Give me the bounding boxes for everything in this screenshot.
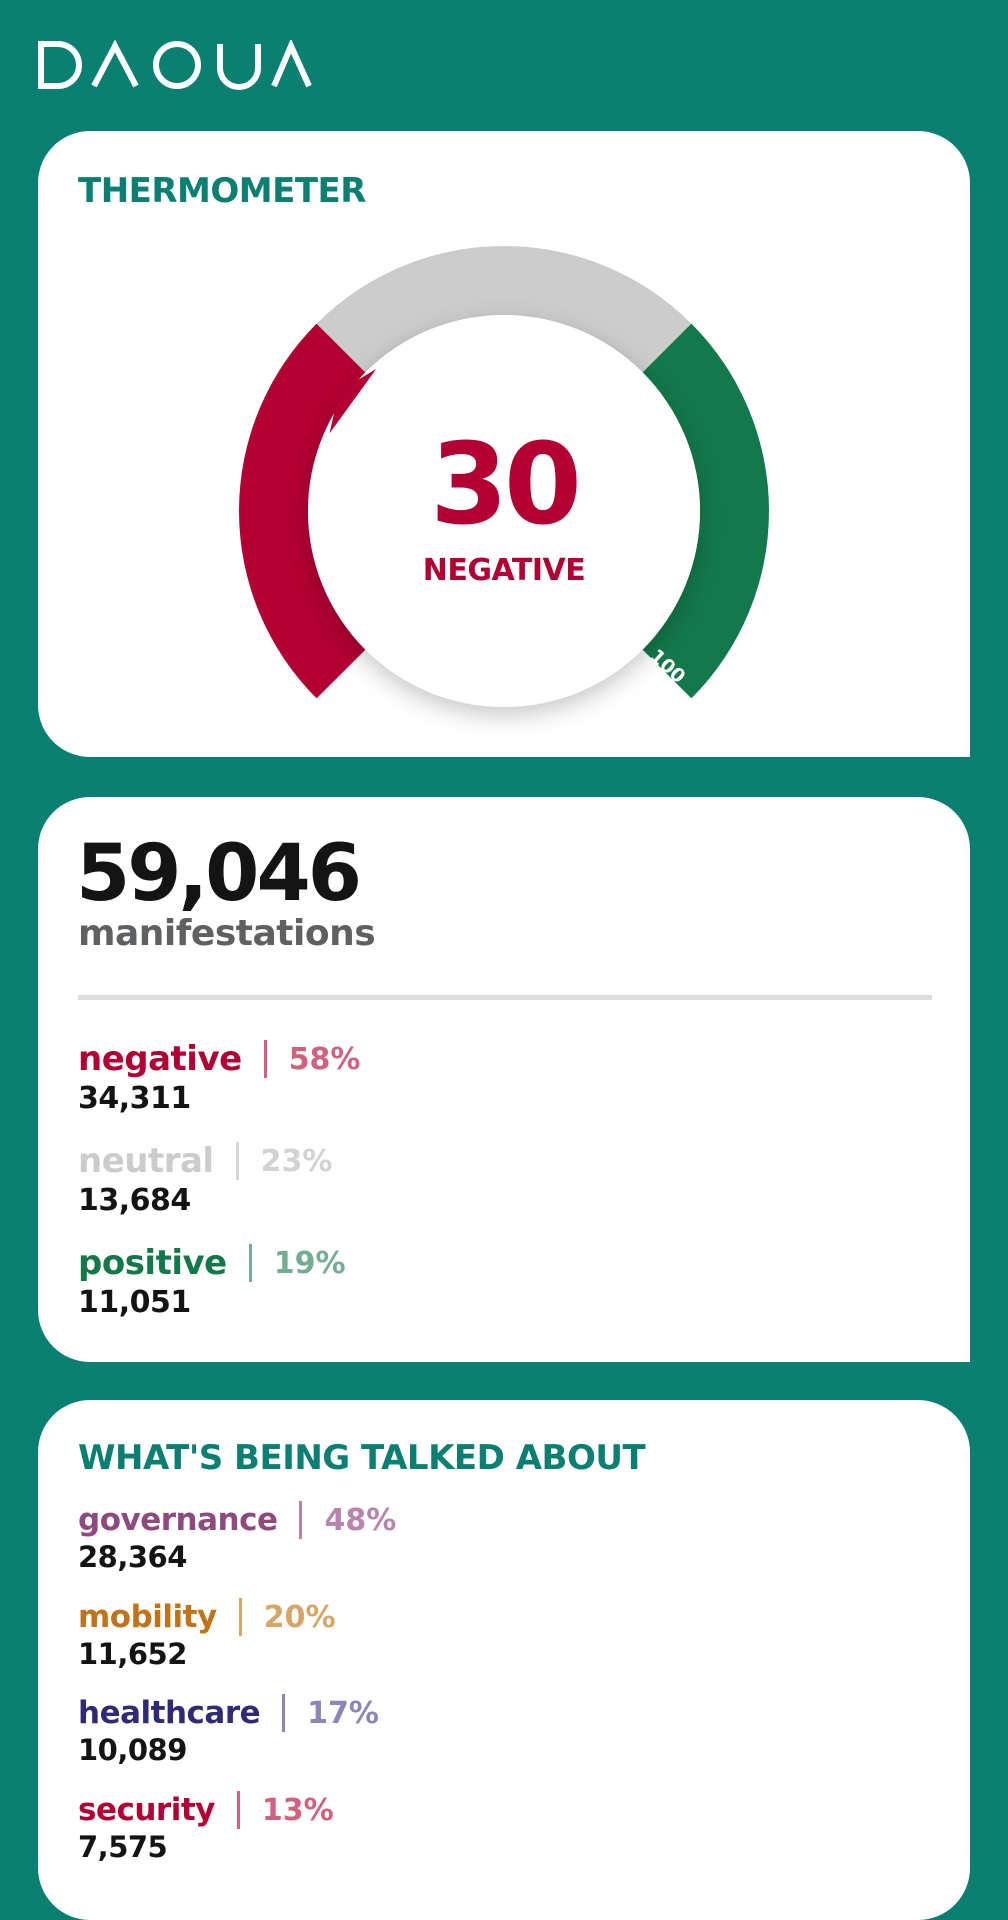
- sentiment-neutral: neutral 23% 13,684: [78, 1139, 332, 1218]
- gauge-segment-positive: [642, 323, 769, 699]
- topic-name: healthcare: [78, 1695, 261, 1731]
- topic-healthcare: healthcare 17% 10,089: [78, 1693, 379, 1767]
- sentiment-name: negative: [78, 1039, 242, 1079]
- topic-name: security: [78, 1792, 215, 1828]
- gauge-segment-neutral: [316, 245, 692, 373]
- topic-governance: governance 48% 28,364: [78, 1500, 396, 1574]
- sentiment-negative: negative 58% 34,311: [78, 1037, 361, 1116]
- divider: [78, 995, 932, 1000]
- sentiment-positive: positive 19% 11,051: [78, 1241, 346, 1320]
- thermometer-gauge: [239, 245, 769, 707]
- topic-security: security 13% 7,575: [78, 1790, 334, 1864]
- separator: [282, 1694, 286, 1732]
- separator: [299, 1501, 303, 1539]
- topic-count: 7,575: [78, 1830, 168, 1864]
- topic-percent: 13%: [261, 1792, 334, 1828]
- manifestations-card: 59,046 manifestations negative 58% 34,31…: [38, 797, 970, 1362]
- sentiment-count: 13,684: [78, 1183, 191, 1218]
- daoura-logo: [38, 40, 312, 90]
- topics-title: WHAT'S BEING TALKED ABOUT: [78, 1438, 646, 1478]
- separator: [248, 1244, 252, 1282]
- topic-count: 28,364: [78, 1540, 187, 1574]
- topic-percent: 17%: [307, 1695, 379, 1731]
- thermometer-value: 30: [430, 420, 582, 550]
- topic-count: 10,089: [78, 1733, 187, 1767]
- separator: [238, 1598, 242, 1636]
- separator: [263, 1040, 267, 1078]
- sentiment-percent: 58%: [288, 1041, 361, 1077]
- topic-count: 11,652: [78, 1637, 187, 1671]
- sentiment-name: neutral: [78, 1141, 214, 1181]
- manifestations-label: manifestations: [78, 913, 376, 954]
- topic-name: governance: [78, 1502, 278, 1538]
- sentiment-count: 11,051: [78, 1285, 191, 1320]
- thermometer-card: THERMOMETER 30 NEGATIVE 100: [38, 131, 970, 757]
- gauge-arcs: [239, 245, 769, 699]
- topic-percent: 48%: [324, 1502, 397, 1538]
- gauge-segment-negative: [239, 323, 366, 699]
- topic-name: mobility: [78, 1599, 217, 1635]
- sentiment-percent: 19%: [273, 1245, 346, 1281]
- manifestations-total: 59,046: [76, 829, 362, 919]
- thermometer-label: NEGATIVE: [422, 553, 586, 588]
- separator: [235, 1142, 239, 1180]
- sentiment-count: 34,311: [78, 1081, 191, 1116]
- topic-percent: 20%: [263, 1599, 336, 1635]
- topics-card: WHAT'S BEING TALKED ABOUT governance 48%…: [38, 1400, 970, 1920]
- thermometer-title: THERMOMETER: [78, 171, 366, 211]
- topic-mobility: mobility 20% 11,652: [78, 1597, 336, 1671]
- sentiment-percent: 23%: [260, 1143, 333, 1179]
- gauge-center-disc: [308, 315, 700, 707]
- sentiment-name: positive: [78, 1243, 227, 1283]
- separator: [236, 1791, 240, 1829]
- gauge-needle: [329, 369, 377, 434]
